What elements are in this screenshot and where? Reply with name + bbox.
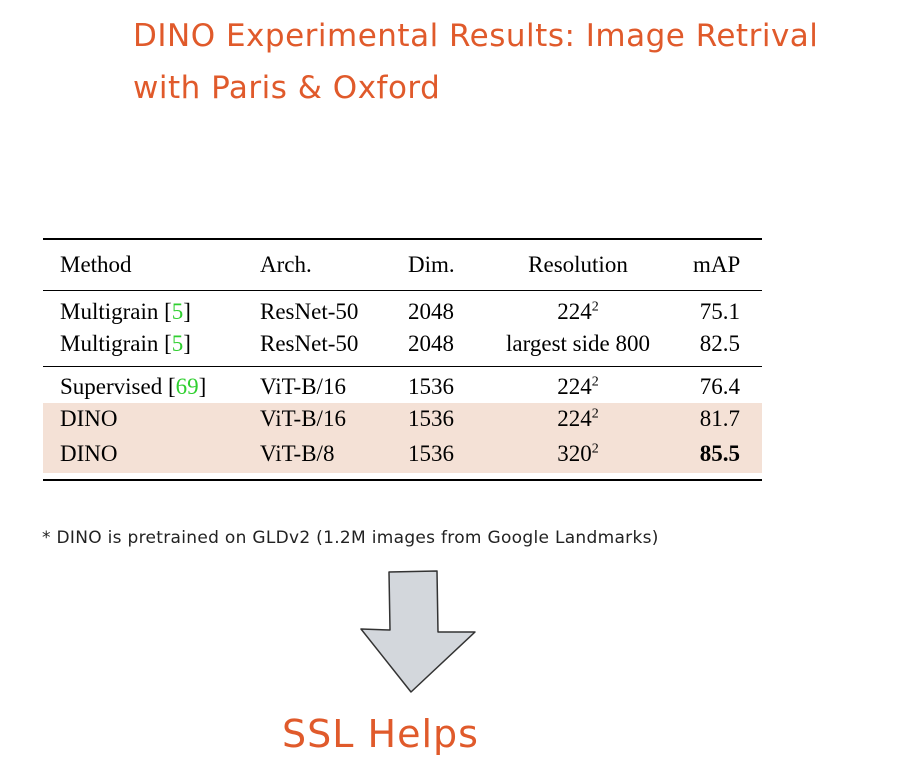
table-bottom-rule <box>43 479 762 481</box>
table-row-highlighted: DINO ViT-B/8 1536 3202 85.5 <box>43 435 762 473</box>
cell-map: 75.1 <box>699 299 740 324</box>
slide-title-line-1: DINO Experimental Results: Image Retriva… <box>133 18 819 54</box>
header-resolution: Resolution <box>528 252 628 277</box>
table-row-highlighted: DINO ViT-B/16 1536 2242 81.7 <box>43 403 762 435</box>
table-row: Multigrain [5] ResNet-50 2048 largest si… <box>43 328 762 360</box>
slide-title: DINO Experimental Results: Image Retriva… <box>133 10 913 114</box>
cell-resolution: 2242 <box>557 374 599 399</box>
cell-arch: ResNet-50 <box>260 299 359 324</box>
cell-dim: 2048 <box>408 299 454 324</box>
cell-resolution: 2242 <box>557 299 599 324</box>
cell-resolution: 3202 <box>557 441 599 466</box>
cell-method: DINO <box>60 441 118 466</box>
table-top-rule <box>43 238 762 240</box>
cell-map: 81.7 <box>699 406 740 431</box>
cell-resolution: 2242 <box>557 406 599 431</box>
cell-method: Multigrain [5] <box>60 299 191 324</box>
citation-link[interactable]: 5 <box>171 299 184 324</box>
header-map: mAP <box>693 252 741 277</box>
cell-method: Multigrain [5] <box>60 331 191 356</box>
conclusion-text: SSL Helps <box>282 712 479 756</box>
cell-dim: 1536 <box>408 441 454 466</box>
down-arrow-icon <box>360 570 476 693</box>
cell-dim: 1536 <box>408 374 454 399</box>
cell-resolution: largest side 800 <box>506 331 650 356</box>
cell-arch: ViT-B/16 <box>260 374 346 399</box>
slide-title-line-2: with Paris & Oxford <box>133 70 441 106</box>
cell-method: DINO <box>60 406 118 431</box>
header-arch: Arch. <box>260 252 312 277</box>
table-group-rule <box>43 366 762 367</box>
cell-arch: ViT-B/8 <box>260 441 335 466</box>
results-table: Method Arch. Dim. Resolution mAP Multigr… <box>43 238 762 481</box>
cell-arch: ViT-B/16 <box>260 406 346 431</box>
table-row: Multigrain [5] ResNet-50 2048 2242 75.1 <box>43 296 762 328</box>
header-dim: Dim. <box>408 252 455 277</box>
table-row: Supervised [69] ViT-B/16 1536 2242 76.4 <box>43 371 762 403</box>
cell-method: Supervised [69] <box>60 374 207 399</box>
cell-map-best: 85.5 <box>699 441 740 466</box>
cell-dim: 2048 <box>408 331 454 356</box>
cell-arch: ResNet-50 <box>260 331 359 356</box>
pretraining-note: * DINO is pretrained on GLDv2 (1.2M imag… <box>42 528 659 548</box>
table-header-rule <box>43 290 762 291</box>
table-header-row: Method Arch. Dim. Resolution mAP <box>43 240 762 290</box>
citation-link[interactable]: 5 <box>171 331 184 356</box>
cell-map: 76.4 <box>699 374 740 399</box>
cell-map: 82.5 <box>699 331 740 356</box>
citation-link[interactable]: 69 <box>175 374 199 399</box>
cell-dim: 1536 <box>408 406 454 431</box>
header-method: Method <box>60 252 132 277</box>
